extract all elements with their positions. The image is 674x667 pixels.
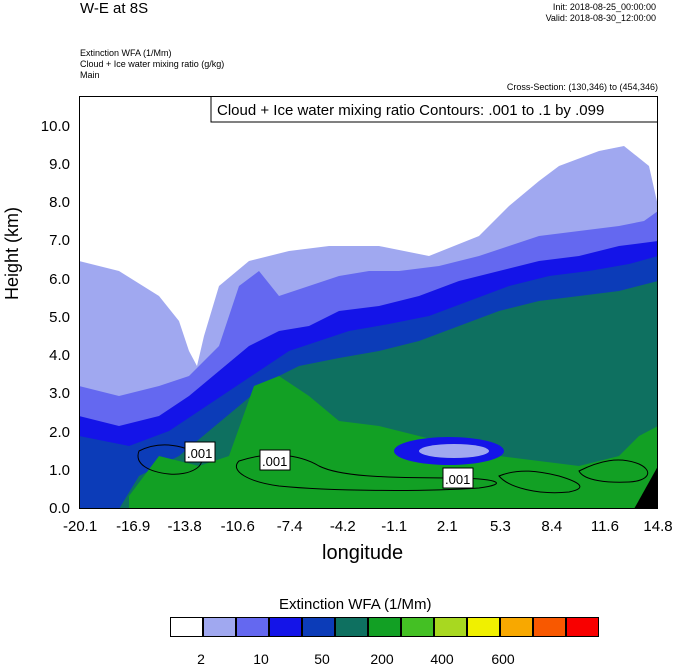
contour-label-1: .001 — [187, 446, 212, 461]
colorbar-label: 600 — [491, 651, 515, 667]
y-tick-label: 1.0 — [49, 461, 70, 479]
colorbar-label: 400 — [430, 651, 454, 667]
y-tick-label: 5.0 — [49, 308, 70, 326]
x-axis-label: longitude — [322, 542, 404, 564]
x-tick-label: 2.1 — [436, 518, 458, 535]
chart-title: W-E at 8S — [80, 0, 149, 17]
colorbar-swatch — [302, 617, 335, 637]
cross-section-plot: .001 .001 .001 Cloud + Ice water mixing … — [79, 96, 658, 509]
y-tick-label: 0.0 — [49, 500, 70, 517]
x-tick-label: -1.1 — [381, 518, 408, 535]
x-tick-label: -16.9 — [116, 518, 151, 535]
x-tick-label: -20.1 — [63, 518, 98, 535]
x-tick-label: 11.6 — [590, 518, 619, 535]
valid-time: Valid: 2018-08-30_12:00:00 — [545, 13, 656, 23]
plot-frame — [79, 96, 658, 509]
colorbar-swatch — [467, 617, 500, 637]
y-tick-label: 3.0 — [49, 385, 70, 403]
y-tick-label: 8.0 — [49, 194, 70, 212]
colorbar-swatch — [401, 617, 434, 637]
colorbar-label: 2 — [197, 651, 205, 667]
colorbar-swatch — [566, 617, 599, 637]
colorbar-swatch — [500, 617, 533, 637]
colorbar-title: Extinction WFA (1/Mm) — [279, 596, 432, 613]
colorbar-swatch — [368, 617, 401, 637]
x-tick-label: 14.8 — [643, 518, 673, 535]
colorbar-label: 200 — [370, 651, 394, 667]
colorbar-swatch — [269, 617, 302, 637]
pale-pocket — [419, 444, 489, 458]
contour-labels: .001 .001 .001 — [184, 441, 474, 489]
field-label-main: Main — [80, 70, 100, 80]
colorbar-swatch — [533, 617, 566, 637]
field-label-cloud-ice: Cloud + Ice water mixing ratio (g/kg) — [80, 59, 225, 69]
x-tick-label: 5.3 — [489, 518, 511, 535]
contour-annotation: Cloud + Ice water mixing ratio Contours:… — [217, 102, 604, 119]
init-time: Init: 2018-08-25_00:00:00 — [552, 2, 656, 12]
x-tick-label: -4.2 — [329, 518, 356, 535]
y-tick-label: 9.0 — [49, 155, 70, 173]
colorbar-swatch — [236, 617, 269, 637]
extinction-band-300 — [129, 376, 658, 509]
colorbar-label: 50 — [314, 651, 330, 667]
field-label-extinction: Extinction WFA (1/Mm) — [80, 48, 172, 58]
surface-terrain — [634, 466, 658, 509]
x-tick-label: -7.4 — [276, 518, 303, 535]
y-tick-label: 6.0 — [49, 270, 70, 288]
colorbar-swatch — [335, 617, 368, 637]
contour-label-2: .001 — [262, 454, 287, 469]
x-tick-label: -13.8 — [167, 518, 202, 535]
x-tick-label: 8.4 — [541, 518, 563, 535]
colorbar-swatch — [170, 617, 203, 637]
y-tick-label: 10.0 — [40, 117, 70, 135]
y-axis-label: Height (km) — [2, 206, 22, 300]
colorbar-swatch — [203, 617, 236, 637]
y-tick-label: 2.0 — [49, 423, 70, 441]
contour-label-3: .001 — [445, 472, 470, 487]
y-tick-label: 7.0 — [49, 232, 70, 250]
y-tick-label: 4.0 — [49, 347, 70, 365]
cross-section-label: Cross-Section: (130,346) to (454,346) — [506, 82, 658, 92]
colorbar-swatch — [434, 617, 467, 637]
colorbar-label: 10 — [253, 651, 269, 667]
x-tick-label: -10.6 — [220, 518, 255, 535]
